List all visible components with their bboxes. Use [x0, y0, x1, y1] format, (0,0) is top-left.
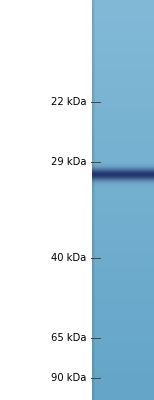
Text: 65 kDa: 65 kDa — [51, 333, 86, 343]
Text: 40 kDa: 40 kDa — [51, 253, 86, 263]
Text: 22 kDa: 22 kDa — [51, 97, 86, 107]
Text: 90 kDa: 90 kDa — [51, 373, 86, 383]
Text: 29 kDa: 29 kDa — [51, 157, 86, 167]
